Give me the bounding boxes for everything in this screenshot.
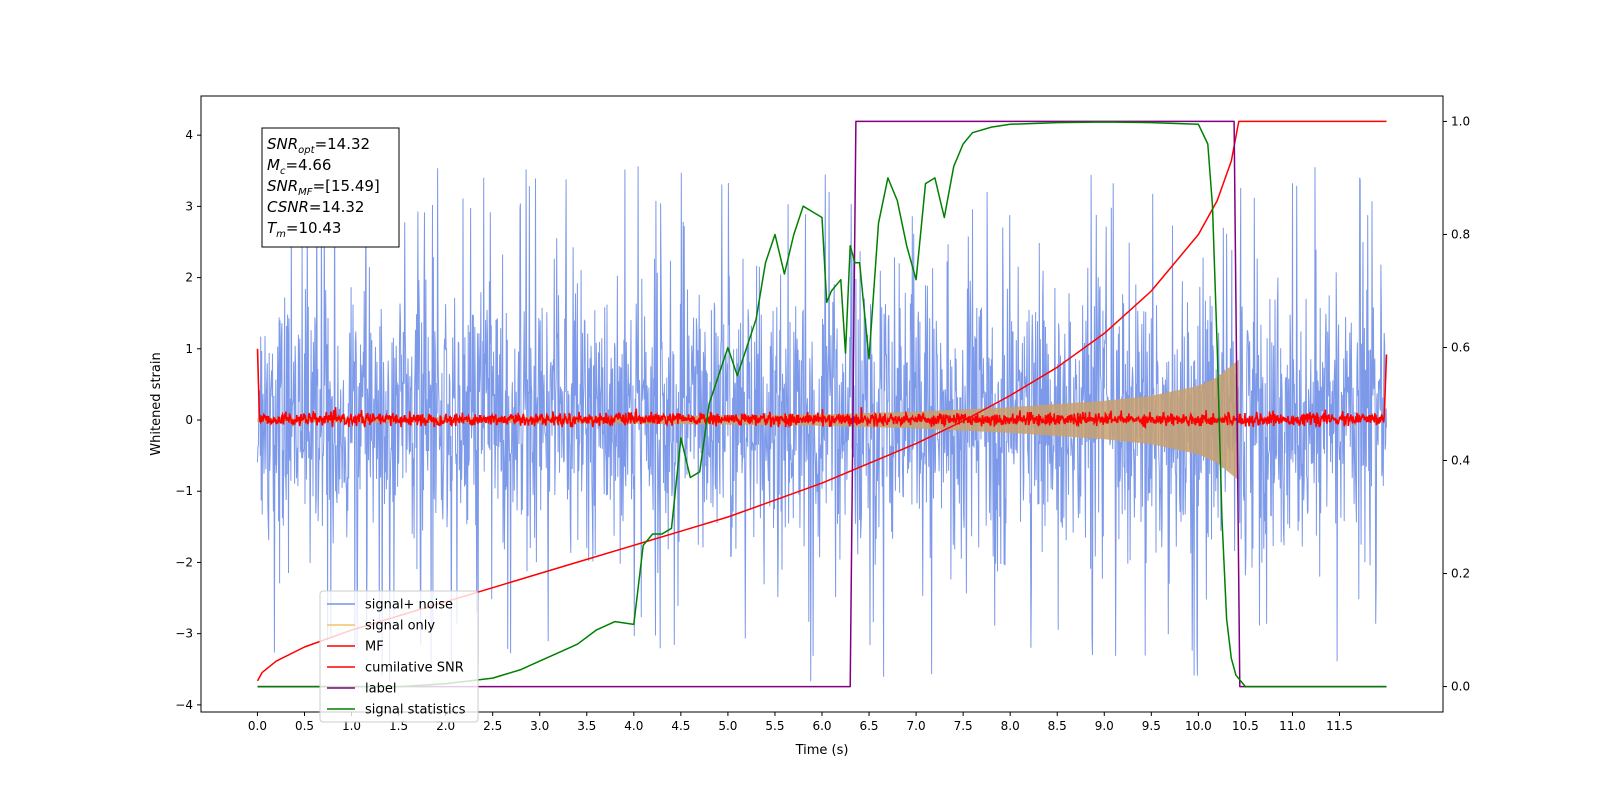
y-axis-left: 4 3 2 1 0 −1 −2 −3 −4 (175, 128, 201, 712)
y-axis-label: Whitened strain (149, 352, 164, 455)
y-axis-right: 1.0 0.8 0.6 0.4 0.2 0.0 (1443, 114, 1470, 694)
series-signal-plus-noise (257, 163, 1387, 682)
y-right-tick-label: 0.0 (1451, 680, 1470, 694)
legend-frame (319, 590, 479, 723)
y-right-tick-label: 0.8 (1451, 227, 1470, 241)
x-tick-label: 7.5 (954, 719, 973, 733)
series-signal-statistics-line (257, 121, 1387, 688)
y-tick-label: 2 (185, 271, 193, 285)
legend-label: signal statistics (365, 703, 466, 718)
y-tick-label: −4 (175, 698, 193, 712)
x-tick-label: 5.5 (765, 719, 784, 733)
x-tick-label: 2.5 (483, 719, 502, 733)
y-tick-label: −3 (175, 627, 193, 641)
x-tick-label: 7.0 (907, 719, 926, 733)
x-tick-label: 11.5 (1326, 719, 1353, 733)
legend-label: MF (365, 640, 384, 655)
y-tick-label: 3 (185, 199, 193, 213)
x-tick-label: 0.0 (248, 719, 267, 733)
legend-label: label (365, 682, 396, 697)
annotation-line: Mc=4.66 (267, 156, 331, 177)
x-tick-label: 3.5 (577, 719, 596, 733)
y-tick-label: 1 (185, 342, 193, 356)
annotation-line: Tm=10.43 (267, 219, 341, 240)
x-tick-label: 0.5 (295, 719, 314, 733)
x-axis: 0.0 0.5 1.0 1.5 2.0 2.5 3.0 3.5 4.0 4.5 5.0 5.5 6.0 6… (248, 712, 1353, 733)
x-tick-label: 4.5 (671, 719, 690, 733)
y-right-tick-label: 1.0 (1451, 114, 1470, 128)
x-tick-label: 4.0 (624, 719, 643, 733)
y-tick-label: −1 (175, 484, 193, 498)
series-mf (256, 348, 1388, 429)
annotation-box-frame (261, 127, 400, 248)
annotation-line: SNRMF=[15.49] (267, 177, 380, 198)
series-line-signal-plus-noise (257, 163, 1387, 682)
annotation-line: SNRopt=14.32 (267, 135, 370, 156)
x-axis-label: Time (s) (795, 743, 849, 758)
x-tick-label: 10.5 (1232, 719, 1259, 733)
x-tick-label: 11.0 (1279, 719, 1306, 733)
x-tick-label: 9.5 (1142, 719, 1161, 733)
annotation-line: CSNR=14.32 (267, 198, 364, 216)
legend-label: signal only (365, 619, 435, 634)
x-tick-label: 8.0 (1001, 719, 1020, 733)
y-tick-label: 4 (185, 128, 193, 142)
legend-label: cumilative SNR (365, 661, 464, 676)
annotation-box: SNRopt=14.32Mc=4.66SNRMF=[15.49]CSNR=14.… (261, 127, 400, 248)
y-tick-label: 0 (185, 413, 193, 427)
legend: signal+ noise signal only MF cumilative SNR… (319, 590, 479, 723)
series-line-mf (256, 348, 1388, 429)
y-right-tick-label: 0.4 (1451, 454, 1470, 468)
x-tick-label: 10.0 (1185, 719, 1212, 733)
x-tick-label: 8.5 (1048, 719, 1067, 733)
y-right-tick-label: 0.2 (1451, 567, 1470, 581)
series-signal-statistics (257, 121, 1387, 688)
legend-label: signal+ noise (365, 598, 453, 613)
x-tick-label: 5.0 (718, 719, 737, 733)
x-tick-label: 6.0 (812, 719, 831, 733)
y-tick-label: −2 (175, 555, 193, 569)
x-tick-label: 3.0 (530, 719, 549, 733)
x-tick-label: 6.5 (859, 719, 878, 733)
x-tick-label: 9.0 (1095, 719, 1114, 733)
y-right-tick-label: 0.6 (1451, 340, 1470, 354)
